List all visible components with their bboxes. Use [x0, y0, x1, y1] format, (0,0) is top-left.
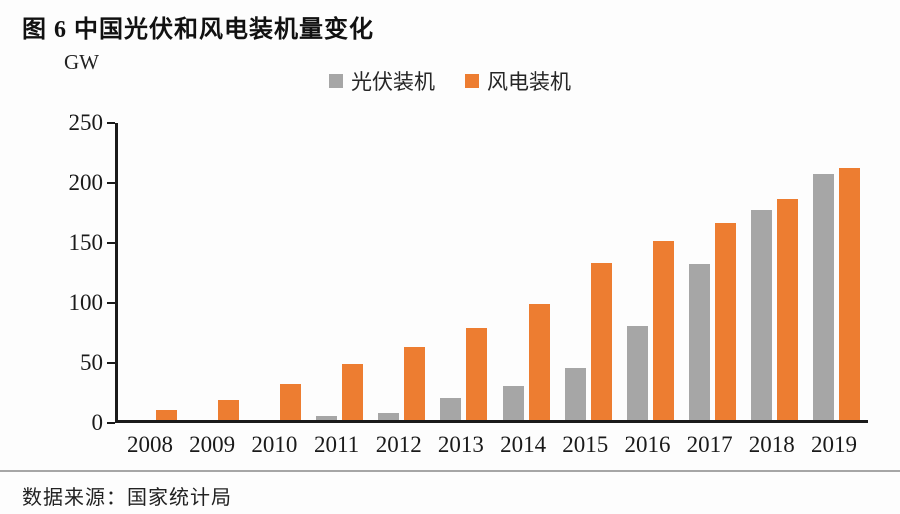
x-axis-tick-label: 2019 [810, 432, 857, 457]
y-axis-tick-mark [107, 302, 115, 304]
y-axis-tick-mark [107, 122, 115, 124]
x-axis-tick-label: 2012 [375, 432, 422, 457]
y-axis-tick-mark [107, 182, 115, 184]
y-axis-tick-label: 150 [68, 230, 104, 255]
y-axis-tick-label: 0 [91, 410, 104, 435]
plot-area [115, 123, 868, 423]
figure-title: 图 6 中国光伏和风电装机量变化 [22, 17, 374, 43]
x-axis-tick-label: 2009 [189, 432, 236, 457]
bar-wind-2008 [155, 410, 177, 420]
chart-legend: 光伏装机 风电装机 [0, 66, 900, 96]
y-axis-tick-label: 50 [80, 350, 103, 375]
y-axis-tick-mark [107, 422, 115, 424]
bar-wind-2009 [217, 399, 239, 420]
legend-swatch-icon [465, 74, 479, 88]
bar-wind-2012 [404, 346, 426, 420]
bar-pv-2016 [626, 326, 648, 420]
x-axis-tick-label: 2015 [562, 432, 609, 457]
bar-pv-2013 [440, 398, 462, 420]
data-source-note: 数据来源：国家统计局 [22, 487, 232, 509]
bar-pv-2012 [378, 412, 400, 420]
bar-pv-2011 [316, 416, 338, 420]
x-axis-tick-label: 2008 [127, 432, 173, 457]
bar-pv-2014 [502, 386, 524, 420]
bar-wind-2017 [715, 223, 737, 420]
bar-pv-2019 [813, 174, 835, 420]
x-axis-tick-label: 2010 [251, 432, 298, 457]
bar-wind-2010 [279, 384, 301, 420]
legend-label: 光伏装机 [351, 70, 435, 94]
y-axis-tick-mark [107, 362, 115, 364]
y-axis-tick-label: 100 [68, 290, 104, 315]
x-axis-tick-label: 2017 [686, 432, 733, 457]
legend-swatch-icon [329, 74, 343, 88]
legend-label: 风电装机 [487, 70, 571, 94]
footer-divider [0, 470, 900, 472]
bar-wind-2019 [839, 168, 861, 420]
x-axis-tick-label: 2014 [500, 432, 547, 457]
legend-item-pv: 光伏装机 [329, 66, 435, 96]
y-axis-tick-label: 200 [68, 170, 104, 195]
bar-wind-2013 [466, 327, 488, 420]
y-axis-tick-label: 250 [68, 110, 104, 135]
bar-wind-2015 [590, 262, 612, 420]
x-axis-tick-label: 2013 [437, 432, 484, 457]
x-axis-tick-label: 2018 [748, 432, 795, 457]
bar-wind-2014 [528, 303, 550, 420]
bar-wind-2016 [652, 241, 674, 420]
bar-pv-2017 [689, 264, 711, 420]
bar-pv-2015 [564, 368, 586, 420]
x-axis-tick-label: 2016 [624, 432, 671, 457]
bar-pv-2018 [751, 210, 773, 420]
bar-wind-2018 [777, 199, 799, 420]
y-axis-tick-mark [107, 242, 115, 244]
y-axis-unit-label: GW [64, 50, 99, 74]
x-axis-tick-label: 2011 [313, 432, 360, 457]
bar-wind-2011 [342, 363, 364, 420]
legend-item-wind: 风电装机 [465, 66, 571, 96]
